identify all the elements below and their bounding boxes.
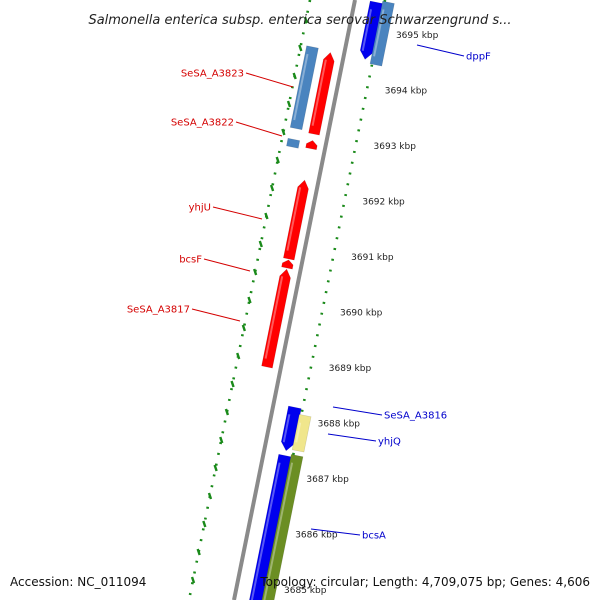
feature-track <box>248 0 395 600</box>
feature-highlight-5 <box>293 53 309 121</box>
feature-highlight-4 <box>264 276 284 359</box>
inner-tick-mark <box>247 296 252 304</box>
feature-rev_gene-12 <box>259 454 304 600</box>
tick-label-3685: 3685 kbp <box>284 586 327 596</box>
gene-label-yhjQ: yhjQ <box>378 437 401 448</box>
inner-tick-mark <box>275 156 280 164</box>
dotted-guide-lines <box>187 0 387 600</box>
chart-title: Salmonella enterica subsp. enterica sero… <box>88 13 511 28</box>
feature-highlight-12 <box>263 462 294 600</box>
feature-fwd_cds-2 <box>283 179 309 261</box>
feature-rev_cds-7 <box>359 0 384 60</box>
inner-tick-mark <box>236 352 241 360</box>
inner-tick-mark <box>202 520 207 528</box>
gene-label-yhjU: yhjU <box>189 203 211 214</box>
feature-fwd_gene-5 <box>289 45 319 131</box>
feature-highlight-11 <box>295 422 302 443</box>
feature-fwd_gene-6 <box>286 137 301 149</box>
feature-highlight-2 <box>286 187 302 251</box>
inner-tick-mark <box>269 184 275 192</box>
accession-text: Accession: NC_011094 <box>10 575 146 589</box>
inner-tick-mark <box>303 16 309 24</box>
inner-tick-mark <box>196 548 201 556</box>
tick-label-3694: 3694 kbp <box>385 87 428 97</box>
leader-line-yhjU <box>212 206 263 220</box>
topology-text: Topology: circular; Length: 4,709,075 bp… <box>259 575 590 589</box>
inner-tick-mark <box>253 268 258 276</box>
tick-label-3691: 3691 kbp <box>351 253 394 263</box>
tick-label-3687: 3687 kbp <box>306 475 349 485</box>
inner-tick-mark <box>219 436 224 444</box>
inner-tick-mark <box>190 576 196 584</box>
feature-highlight-10 <box>373 9 385 57</box>
leader-line-SeSA_A3816 <box>332 406 383 416</box>
feature-highlight-8 <box>282 414 291 443</box>
inner-tick-mark <box>241 324 246 332</box>
inner-tick-mark <box>230 380 235 388</box>
tick-label-3692: 3692 kbp <box>362 198 405 208</box>
leader-line-bcsA <box>310 528 361 536</box>
feature-rev_cds-8 <box>280 405 302 452</box>
tick-label-3690: 3690 kbp <box>340 309 383 319</box>
tick-label-3686: 3686 kbp <box>295 531 338 541</box>
gene-label-SeSA_A3816: SeSA_A3816 <box>384 411 447 422</box>
inner-tick-mark <box>292 72 297 80</box>
feature-fwd_cds-0 <box>308 51 335 136</box>
feature-rev_gene-10 <box>369 0 395 67</box>
feature-highlight-9 <box>250 462 281 600</box>
gene-label-dppF: dppF <box>466 52 491 63</box>
tick-labels: 3695 kbp 3694 kbp 3693 kbp 3692 kbp 3691 kbp… <box>284 31 439 596</box>
feature-fwd_cds-1 <box>305 140 318 151</box>
gene-labels: SeSA_A3823 SeSA_A3822 yhjU bcsF SeSA_A3817 dp… <box>127 44 491 542</box>
tick-label-3688: 3688 kbp <box>318 420 361 430</box>
inner-tick-mark <box>264 212 269 220</box>
gene-label-SeSA_A3823: SeSA_A3823 <box>181 69 244 80</box>
inner-tick-mark <box>207 492 213 500</box>
inner-tick-mark <box>258 240 263 248</box>
inner-tick-mark <box>286 100 292 108</box>
feature-rev_cds-9 <box>248 453 292 600</box>
tick-label-3693: 3693 kbp <box>374 142 417 152</box>
leader-line-SeSA_A3822 <box>235 121 283 137</box>
feature-highlight-7 <box>361 9 373 51</box>
inner-tick-mark <box>224 408 230 416</box>
leader-line-dppF <box>416 44 465 57</box>
leader-line-yhjQ <box>327 433 377 442</box>
inner-tick-mark <box>213 464 218 472</box>
inner-tick-mark <box>298 44 303 52</box>
gene-label-SeSA_A3822: SeSA_A3822 <box>171 118 234 129</box>
feature-fwd_cds-4 <box>261 268 291 369</box>
leader-line-SeSA_A3823 <box>245 72 294 88</box>
gene-label-bcsF: bcsF <box>179 255 202 266</box>
gene-label-SeSA_A3817: SeSA_A3817 <box>127 305 190 316</box>
feature-rev_gene-11 <box>291 413 312 453</box>
feature-fwd_cds-3 <box>281 259 294 270</box>
gene-label-bcsA: bcsA <box>362 531 386 542</box>
leader-line-SeSA_A3817 <box>191 308 241 322</box>
leader-line-bcsF <box>203 258 251 272</box>
tick-label-3689: 3689 kbp <box>329 364 372 374</box>
feature-highlight-0 <box>311 59 327 126</box>
inner-tick-mark <box>281 128 286 136</box>
tick-label-3695: 3695 kbp <box>396 31 439 41</box>
backbone-line <box>232 0 357 600</box>
